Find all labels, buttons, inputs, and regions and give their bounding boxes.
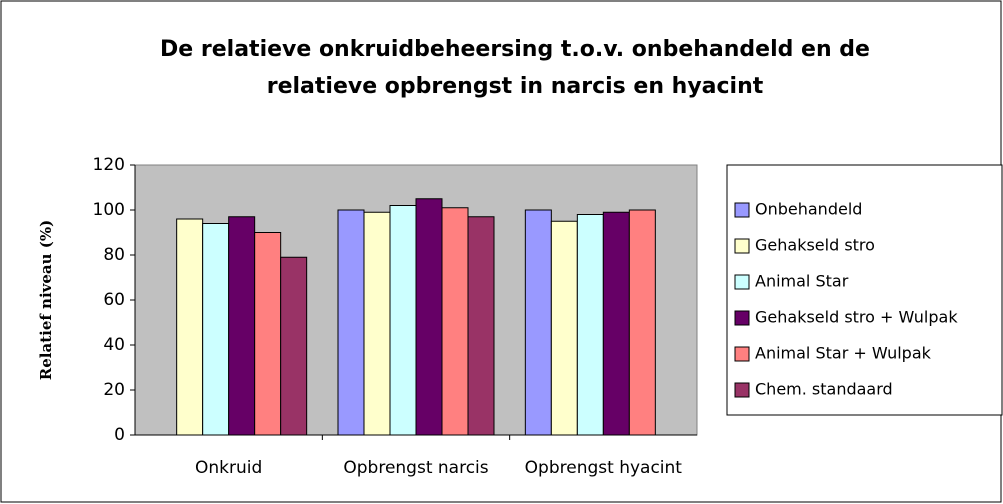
bar	[202, 223, 230, 436]
y-tick-label: 20	[103, 380, 125, 400]
legend-label: Gehakseld stro + Wulpak	[755, 308, 958, 327]
legend-swatch	[734, 346, 750, 362]
bar	[389, 205, 417, 436]
bar	[415, 198, 443, 436]
y-tick-label: 40	[103, 335, 125, 355]
bar	[576, 214, 604, 436]
bar	[441, 207, 469, 436]
chart-title: relatieve opbrengst in narcis en hyacint	[267, 74, 764, 99]
legend-label: Onbehandeld	[755, 200, 862, 219]
bar	[628, 209, 656, 436]
legend-swatch	[734, 274, 750, 290]
x-tick-label: Onkruid	[195, 458, 262, 478]
legend-swatch	[734, 382, 750, 398]
legend-swatch	[734, 202, 750, 218]
bar	[467, 216, 495, 436]
bar	[337, 209, 365, 436]
bar	[524, 209, 552, 436]
bar	[228, 216, 256, 436]
y-tick-label: 60	[103, 290, 125, 310]
chart-title: De relatieve onkruidbeheersing t.o.v. on…	[160, 37, 870, 62]
x-tick-label: Opbrengst narcis	[343, 458, 488, 478]
legend-label: Animal Star + Wulpak	[755, 344, 932, 363]
bar	[254, 232, 282, 436]
y-tick-label: 120	[93, 155, 125, 175]
legend-swatch	[734, 238, 750, 254]
y-tick-label: 80	[103, 245, 125, 265]
y-axis-label: Relatief niveau (%)	[37, 220, 55, 380]
y-tick-label: 0	[114, 425, 125, 445]
legend	[726, 164, 1003, 416]
y-tick-label: 100	[93, 200, 125, 220]
bar	[280, 256, 308, 436]
bar	[363, 211, 391, 436]
legend-swatch	[734, 310, 750, 326]
x-tick-label: Opbrengst hyacint	[525, 458, 683, 478]
bar	[176, 218, 204, 436]
legend-label: Chem. standaard	[755, 380, 893, 399]
legend-label: Animal Star	[755, 272, 849, 291]
legend-label: Gehakseld stro	[755, 236, 875, 255]
bar	[602, 211, 630, 436]
bar	[550, 220, 578, 436]
